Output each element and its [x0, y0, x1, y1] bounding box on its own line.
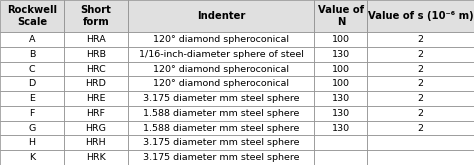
Bar [314, 106, 367, 121]
Text: 2: 2 [418, 109, 424, 118]
Bar [0, 91, 64, 106]
Bar [64, 135, 128, 150]
Bar [128, 135, 314, 150]
Text: G: G [28, 124, 36, 133]
Text: A: A [29, 35, 35, 44]
Text: HRD: HRD [85, 79, 106, 88]
Bar [0, 0, 64, 32]
Bar [64, 121, 128, 135]
Text: HRB: HRB [86, 50, 106, 59]
Text: 130: 130 [332, 124, 350, 133]
Bar [367, 150, 474, 165]
Bar [64, 32, 128, 47]
Text: 3.175 diameter mm steel sphere: 3.175 diameter mm steel sphere [143, 94, 299, 103]
Text: D: D [28, 79, 36, 88]
Bar [0, 121, 64, 135]
Text: Short
form: Short form [81, 5, 111, 27]
Bar [0, 150, 64, 165]
Text: 1.588 diameter mm steel sphere: 1.588 diameter mm steel sphere [143, 124, 299, 133]
Text: E: E [29, 94, 35, 103]
Bar [128, 0, 314, 32]
Text: 3.175 diameter mm steel sphere: 3.175 diameter mm steel sphere [143, 138, 299, 147]
Text: 130: 130 [332, 94, 350, 103]
Text: F: F [29, 109, 35, 118]
Bar [64, 47, 128, 62]
Bar [314, 0, 367, 32]
Text: 2: 2 [418, 79, 424, 88]
Bar [64, 0, 128, 32]
Text: 3.175 diameter mm steel sphere: 3.175 diameter mm steel sphere [143, 153, 299, 162]
Text: 100: 100 [332, 79, 350, 88]
Bar [314, 47, 367, 62]
Bar [314, 135, 367, 150]
Bar [0, 62, 64, 76]
Bar [128, 62, 314, 76]
Bar [367, 135, 474, 150]
Bar [64, 91, 128, 106]
Bar [367, 76, 474, 91]
Bar [128, 121, 314, 135]
Bar [64, 62, 128, 76]
Text: Value of
N: Value of N [318, 5, 364, 27]
Bar [314, 32, 367, 47]
Text: C: C [28, 65, 35, 74]
Text: HRK: HRK [86, 153, 106, 162]
Text: HRC: HRC [86, 65, 106, 74]
Bar [64, 76, 128, 91]
Bar [367, 32, 474, 47]
Text: 120° diamond spheroconical: 120° diamond spheroconical [153, 65, 289, 74]
Bar [128, 47, 314, 62]
Bar [367, 91, 474, 106]
Bar [314, 91, 367, 106]
Text: 2: 2 [418, 124, 424, 133]
Bar [0, 47, 64, 62]
Bar [314, 121, 367, 135]
Text: HRA: HRA [86, 35, 106, 44]
Bar [128, 106, 314, 121]
Text: 1.588 diameter mm steel sphere: 1.588 diameter mm steel sphere [143, 109, 299, 118]
Bar [314, 76, 367, 91]
Text: HRG: HRG [85, 124, 106, 133]
Text: 120° diamond spheroconical: 120° diamond spheroconical [153, 79, 289, 88]
Text: 120° diamond spheroconical: 120° diamond spheroconical [153, 35, 289, 44]
Bar [367, 0, 474, 32]
Text: HRH: HRH [85, 138, 106, 147]
Bar [128, 32, 314, 47]
Text: Rockwell
Scale: Rockwell Scale [7, 5, 57, 27]
Bar [367, 47, 474, 62]
Bar [64, 150, 128, 165]
Bar [367, 121, 474, 135]
Text: Value of s (10⁻⁶ m): Value of s (10⁻⁶ m) [368, 11, 474, 21]
Bar [314, 62, 367, 76]
Bar [367, 106, 474, 121]
Text: 2: 2 [418, 94, 424, 103]
Bar [64, 106, 128, 121]
Bar [128, 91, 314, 106]
Text: HRF: HRF [86, 109, 105, 118]
Text: Indenter: Indenter [197, 11, 245, 21]
Bar [314, 150, 367, 165]
Bar [0, 135, 64, 150]
Text: K: K [29, 153, 35, 162]
Text: 1/16-inch-diameter sphere of steel: 1/16-inch-diameter sphere of steel [138, 50, 303, 59]
Text: 2: 2 [418, 35, 424, 44]
Text: 130: 130 [332, 50, 350, 59]
Bar [0, 106, 64, 121]
Text: H: H [28, 138, 36, 147]
Text: 100: 100 [332, 65, 350, 74]
Bar [128, 76, 314, 91]
Bar [0, 76, 64, 91]
Text: 2: 2 [418, 65, 424, 74]
Bar [0, 32, 64, 47]
Text: 100: 100 [332, 35, 350, 44]
Text: 130: 130 [332, 109, 350, 118]
Bar [367, 62, 474, 76]
Text: 2: 2 [418, 50, 424, 59]
Text: HRE: HRE [86, 94, 106, 103]
Bar [128, 150, 314, 165]
Text: B: B [29, 50, 35, 59]
